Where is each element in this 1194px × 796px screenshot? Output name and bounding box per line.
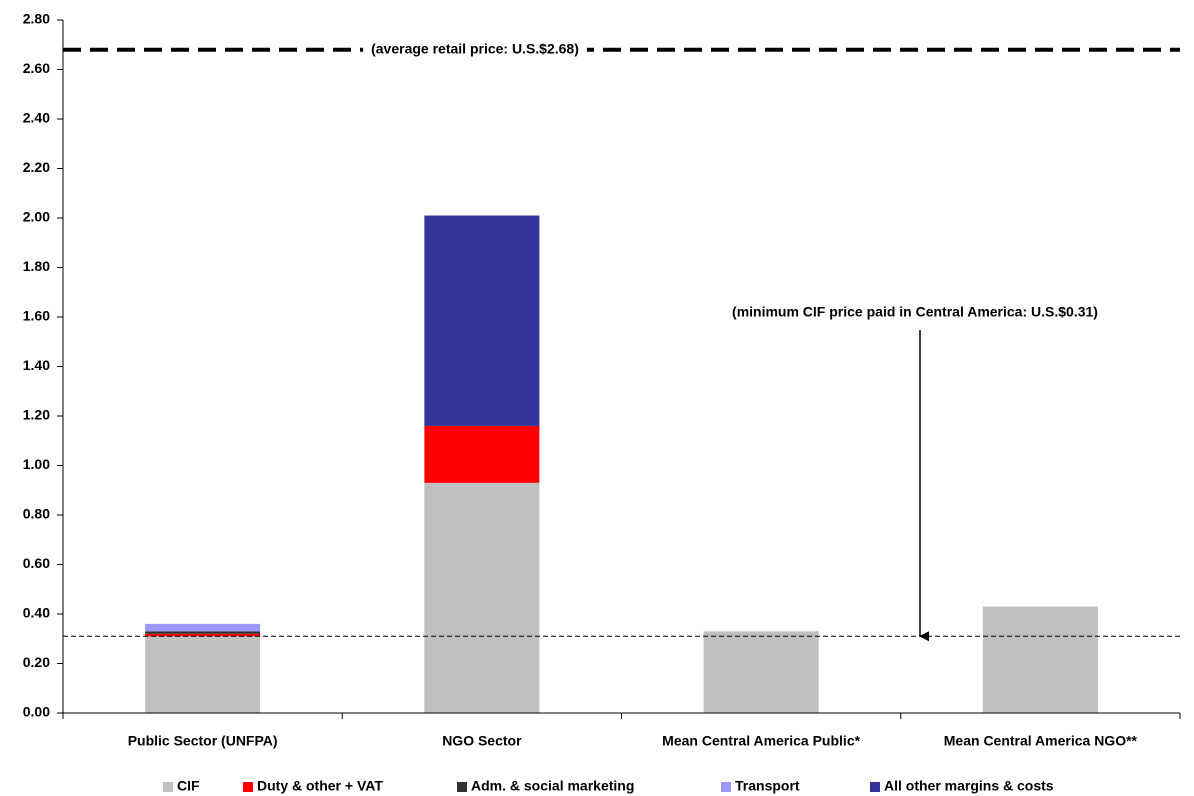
bar-segment — [424, 215, 540, 426]
y-tick-label: 0.20 — [23, 654, 50, 670]
y-tick-label: 1.00 — [23, 456, 50, 472]
bar-segment — [424, 425, 540, 483]
bar-segment — [145, 633, 261, 637]
bar-segment — [145, 623, 261, 632]
legend-label: Duty & other + VAT — [257, 778, 383, 794]
y-tick-label: 0.40 — [23, 605, 50, 621]
legend-label: All other margins & costs — [884, 778, 1054, 794]
y-tick-label: 0.60 — [23, 555, 50, 571]
bar-segment — [703, 631, 819, 713]
y-tick-label: 2.80 — [23, 11, 50, 27]
y-tick-label: 0.80 — [23, 506, 50, 522]
y-tick-label: 1.20 — [23, 407, 50, 423]
y-tick-label: 1.60 — [23, 308, 50, 324]
y-tick-label: 1.80 — [23, 258, 50, 274]
y-tick-label: 2.60 — [23, 60, 50, 76]
bar-segment — [424, 482, 540, 713]
legend-swatch — [243, 782, 253, 792]
y-tick-label: 2.20 — [23, 159, 50, 175]
y-tick-label: 2.40 — [23, 110, 50, 126]
legend-swatch — [457, 782, 467, 792]
legend-label: Adm. & social marketing — [471, 778, 634, 794]
bar-segment — [145, 636, 261, 713]
x-tick-label: NGO Sector — [442, 733, 522, 749]
reference-label: (minimum CIF price paid in Central Ameri… — [732, 304, 1098, 320]
bar-segment — [145, 631, 261, 634]
legend-swatch — [721, 782, 731, 792]
legend-swatch — [163, 782, 173, 792]
label-background — [363, 38, 587, 59]
reference-label: (average retail price: U.S.$2.68) — [371, 40, 579, 56]
y-tick-label: 0.00 — [23, 704, 50, 720]
y-tick-label: 2.00 — [23, 209, 50, 225]
legend-label: Transport — [735, 778, 800, 794]
bar-segment — [982, 606, 1098, 713]
legend-label: CIF — [177, 778, 200, 794]
legend-swatch — [870, 782, 880, 792]
x-tick-label: Public Sector (UNFPA) — [128, 733, 278, 749]
x-tick-label: Mean Central America NGO** — [944, 733, 1138, 749]
x-tick-label: Mean Central America Public* — [662, 733, 860, 749]
y-tick-label: 1.40 — [23, 357, 50, 373]
